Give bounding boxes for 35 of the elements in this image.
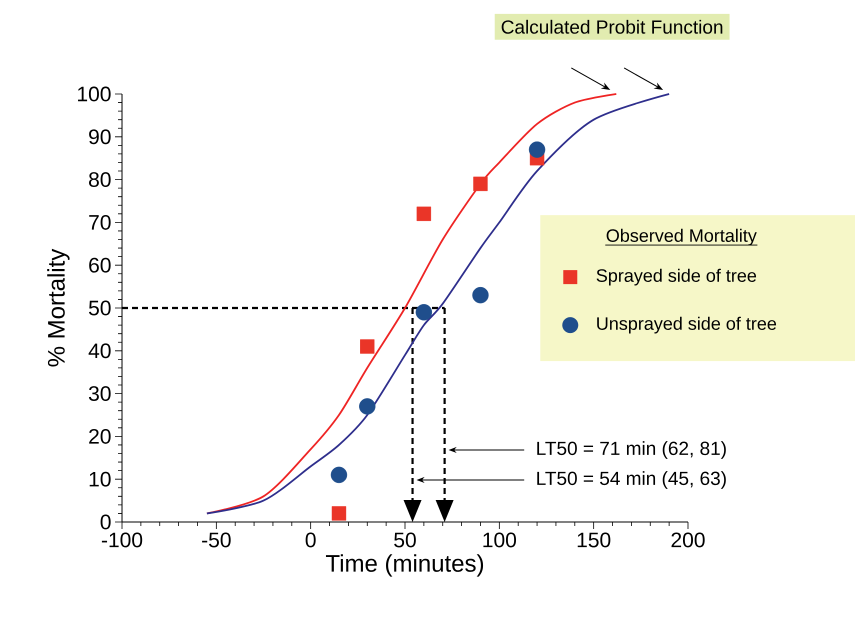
- y-tick-label: 100: [78, 86, 111, 102]
- ref-line-label: LT50 = 71 min (62, 81): [537, 441, 726, 459]
- point: [416, 206, 432, 222]
- x-axis-title: Time (minutes): [326, 554, 484, 577]
- point: [332, 506, 346, 521]
- x-tick-label: 150: [578, 532, 610, 548]
- point: [330, 466, 348, 484]
- y-tick-label: 50: [88, 300, 111, 316]
- y-tick-label: 0: [100, 514, 111, 530]
- text: Calculated Probit Function: [502, 20, 722, 34]
- x-tick-label: -50: [202, 532, 231, 548]
- ref-line-label: LT50 = 54 min (45, 63): [537, 471, 726, 489]
- point: [473, 176, 488, 192]
- legend-label: Unsprayed side of tree: [597, 316, 776, 334]
- x-tick-label: 100: [483, 532, 516, 548]
- y-tick-label: 30: [88, 386, 111, 402]
- y-tick-label: 70: [89, 214, 111, 230]
- point: [360, 339, 374, 354]
- y-tick-label: 10: [90, 472, 111, 487]
- y-tick-label: 90: [89, 129, 111, 144]
- y-tick-label: 20: [89, 428, 111, 444]
- legend-title: Observed Mortality: [606, 228, 757, 246]
- y-tick-label: 80: [89, 172, 111, 188]
- x-tick-label: 50: [394, 532, 416, 548]
- point: [472, 286, 489, 304]
- point: [359, 398, 376, 415]
- legend-label: Sprayed side of tree: [596, 268, 756, 286]
- x-tick-label: 200: [672, 532, 705, 548]
- y-tick-label: 40: [88, 343, 111, 358]
- point: [416, 304, 432, 320]
- y-tick-label: 60: [89, 258, 111, 273]
- point: [528, 141, 546, 158]
- x-tick-label: 0: [306, 532, 316, 548]
- y-axis-title: % Mortality: [47, 248, 70, 366]
- x-tick-label: -100: [102, 532, 142, 548]
